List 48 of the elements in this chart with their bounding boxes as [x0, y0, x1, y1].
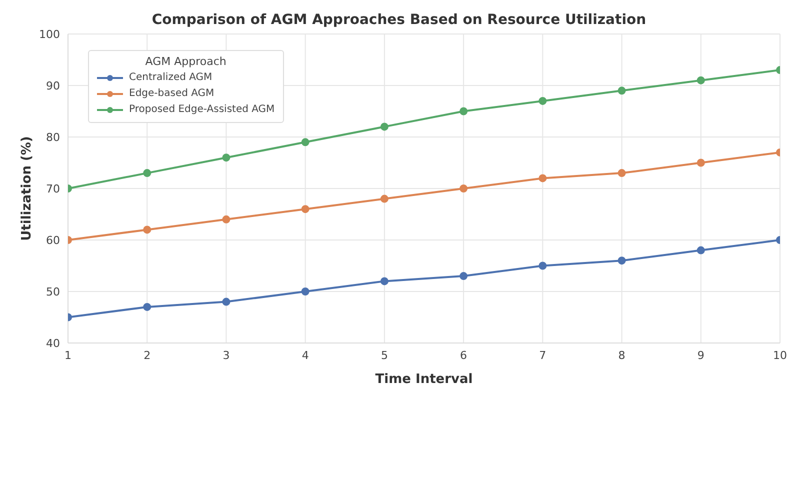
y-tick-label: 60 [46, 234, 60, 247]
point [460, 107, 468, 116]
legend-label: Proposed Edge-Assisted AGM [129, 103, 275, 117]
y-axis-title: Utilization (%) [20, 136, 35, 241]
x-tick-label: 9 [697, 348, 704, 362]
x-tick-label: 7 [539, 348, 546, 362]
y-tick-label: 50 [46, 285, 60, 298]
point [618, 86, 626, 95]
legend-label: Edge-based AGM [129, 87, 214, 101]
point [380, 122, 388, 131]
point [696, 158, 705, 167]
y-tick-label: 100 [39, 28, 60, 41]
point [380, 194, 388, 203]
point [460, 184, 468, 192]
x-axis-title: Time Interval [375, 372, 473, 387]
x-tick-label: 8 [618, 348, 626, 362]
point [380, 277, 388, 286]
y-tick-label: 90 [46, 79, 60, 92]
y-tick-label: 40 [46, 336, 60, 350]
point [696, 246, 705, 254]
point [538, 96, 547, 105]
point [143, 169, 152, 178]
x-tick-label: 5 [380, 348, 388, 362]
point [460, 272, 468, 280]
point [222, 298, 230, 306]
point [538, 262, 547, 270]
y-tick-label: 70 [46, 182, 60, 196]
point [618, 169, 626, 178]
x-tick-label: 10 [773, 348, 787, 362]
y-tick-label: 80 [46, 130, 60, 144]
point [301, 288, 310, 296]
point [143, 226, 152, 234]
point [222, 215, 230, 224]
point [696, 76, 705, 84]
x-tick-label: 3 [222, 348, 230, 362]
legend-label: Centralized AGM [129, 71, 212, 85]
point [538, 174, 547, 182]
point [222, 154, 230, 162]
point [143, 302, 152, 311]
point [301, 205, 310, 214]
x-tick-label: 2 [144, 348, 151, 362]
x-tick-label: 6 [460, 348, 468, 362]
legend-title: AGM Approach [144, 55, 228, 68]
chart-title: Comparison of AGM Approaches Based on Resource Utilization [150, 12, 648, 28]
x-tick-label: 1 [64, 348, 72, 362]
point [618, 256, 626, 265]
x-tick-label: 4 [302, 348, 309, 362]
point [301, 138, 310, 146]
